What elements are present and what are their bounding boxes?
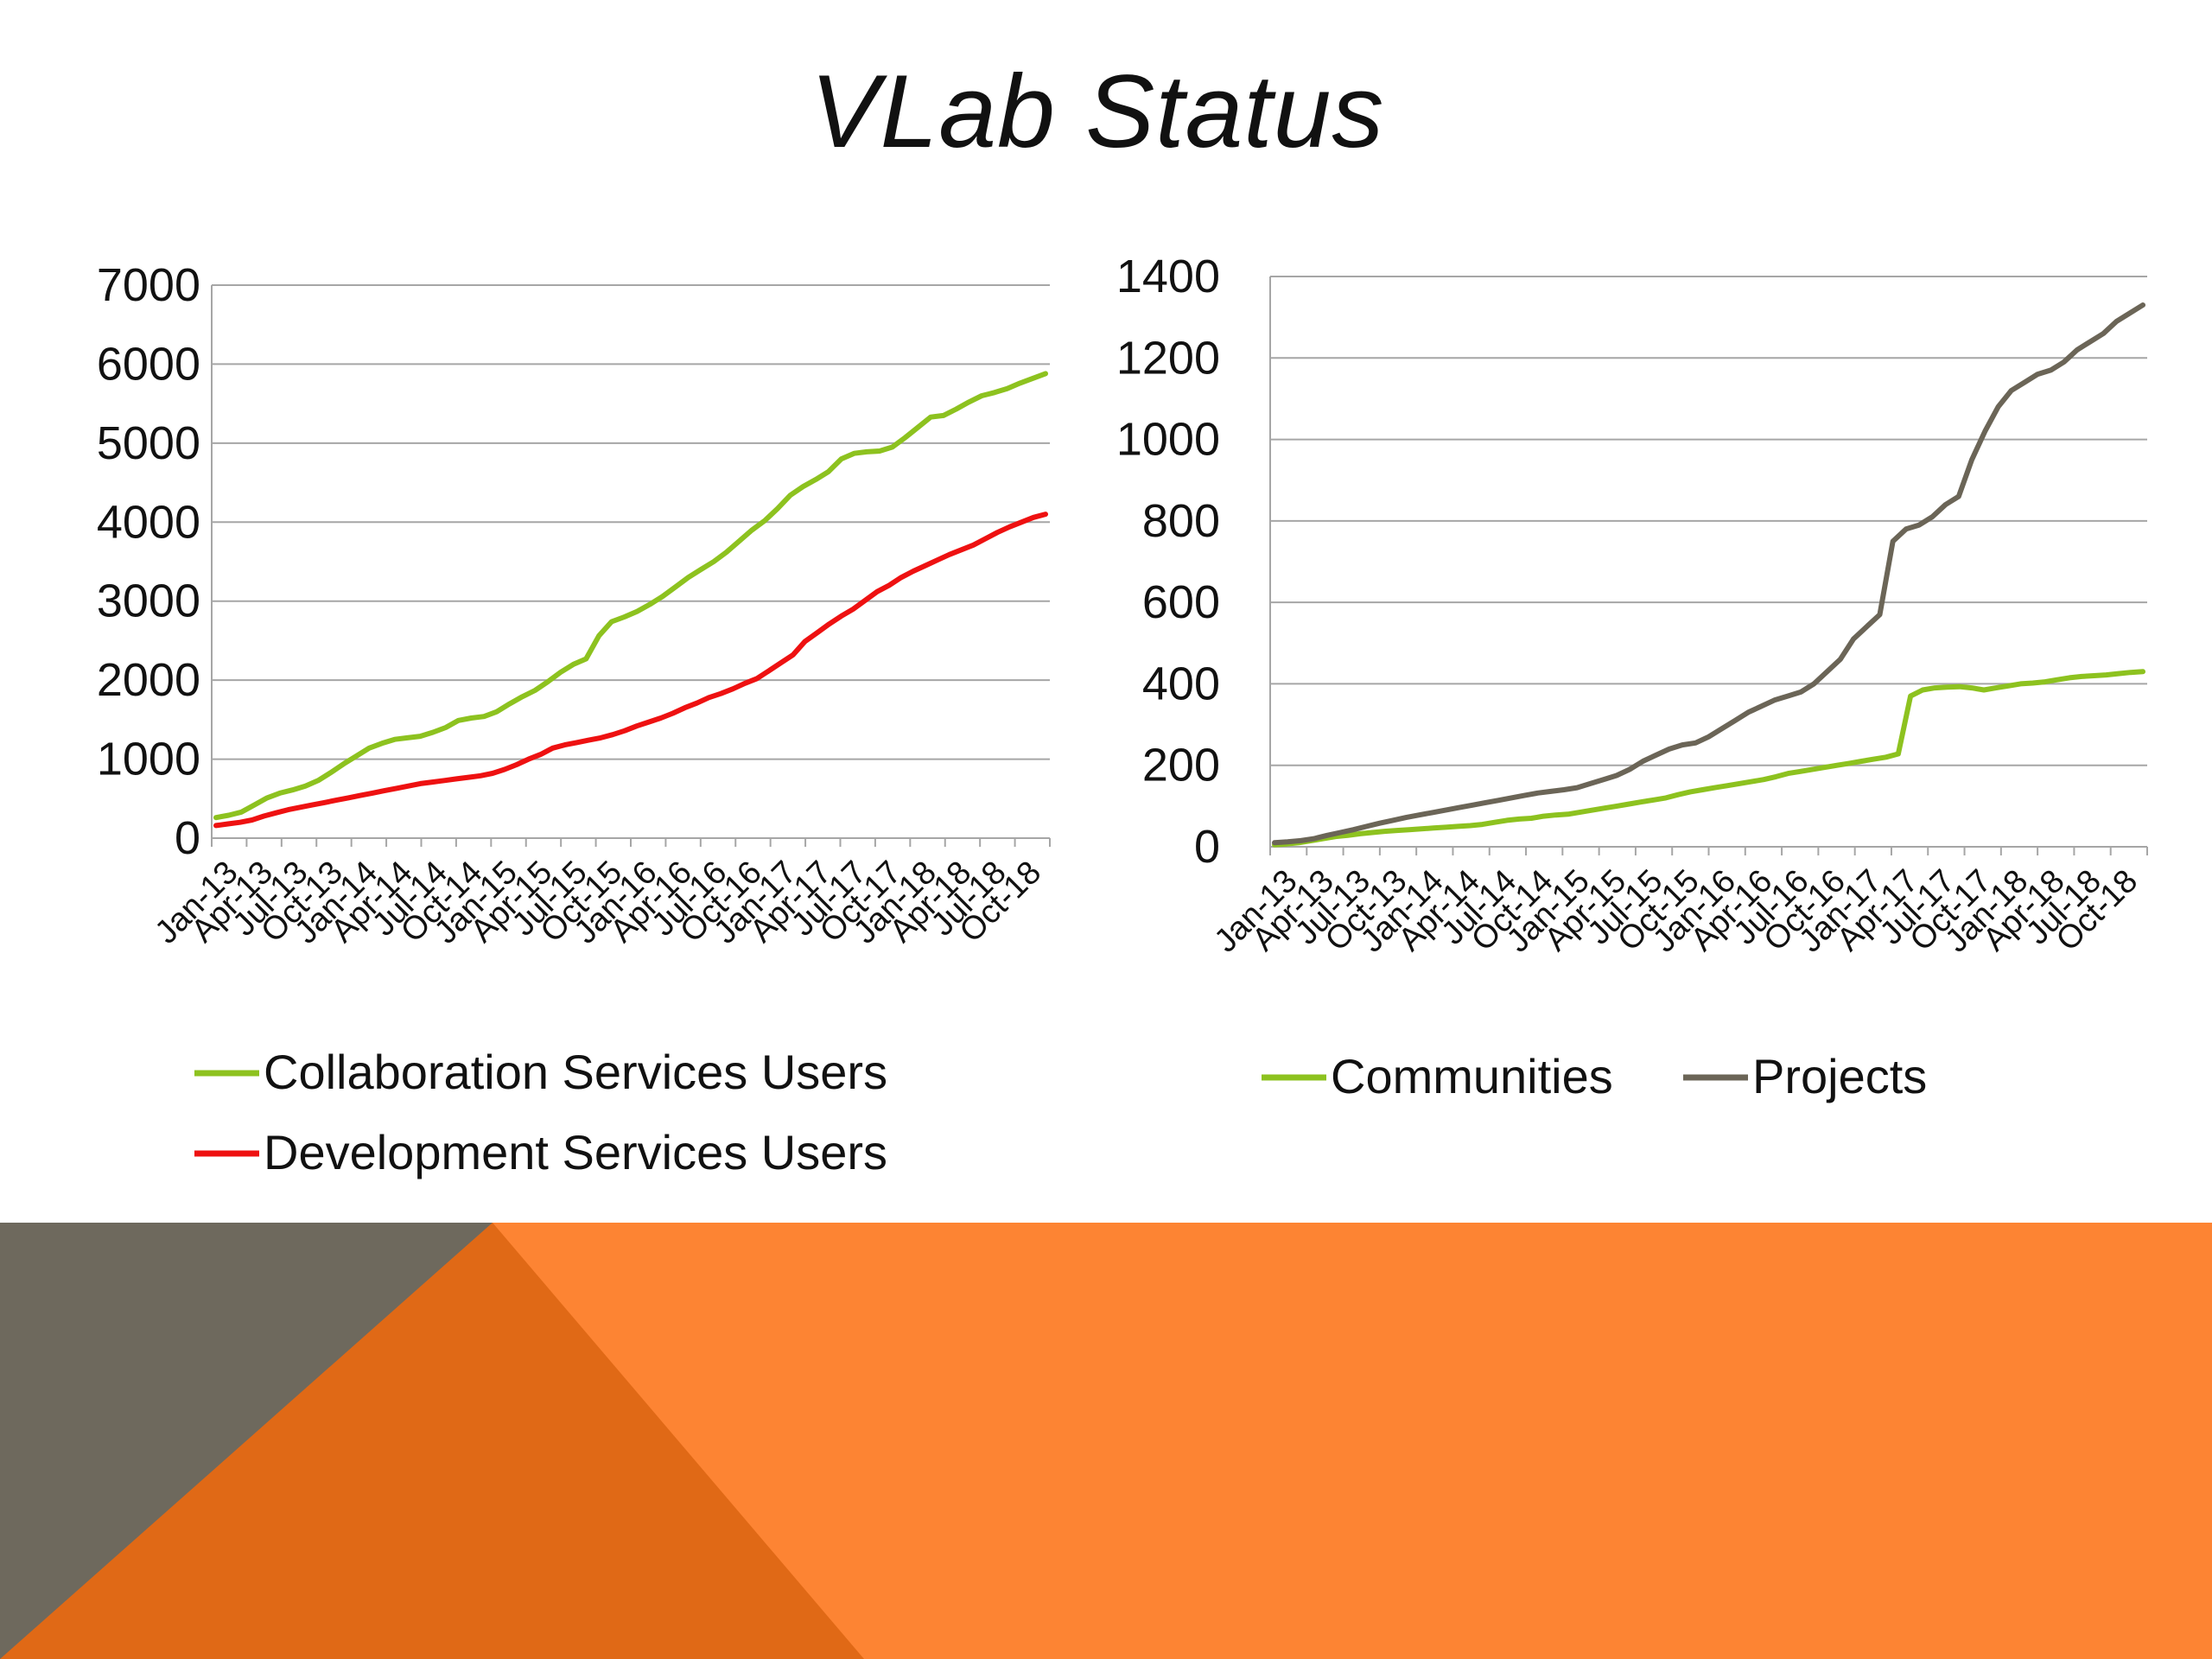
collab-legend-label: Collaboration Services Users [264,1045,887,1099]
collab-legend-label: Development Services Users [264,1125,887,1179]
projects-legend-label: Projects [1752,1049,1927,1103]
projects-y-tick-label: 800 [1142,495,1220,547]
projects-y-tick-label: 1400 [1116,251,1220,302]
footer-gray-shape [0,1223,493,1659]
projects-series-line-communities [1272,669,2145,848]
footer-band [0,1223,2212,1659]
collab-y-tick-label: 4000 [97,496,200,548]
projects-y-tick-label: 0 [1194,821,1220,873]
collab-y-tick-label: 5000 [97,417,200,469]
collab-y-tick-label: 3000 [97,575,200,627]
collab-y-tick-label: 7000 [97,259,200,311]
projects-y-tick-label: 600 [1142,576,1220,628]
projects-y-tick-label: 400 [1142,658,1220,709]
projects-y-tick-label: 1200 [1116,332,1220,384]
collab-y-tick-label: 2000 [97,654,200,706]
slide-title: VLab Status [810,54,1385,169]
collaboration-chart: 01000200030004000500060007000Jan-13Apr-1… [97,259,1051,1179]
collab-y-tick-label: 6000 [97,338,200,390]
collab-y-tick-label: 0 [175,812,200,864]
collab-y-tick-label: 1000 [97,734,200,785]
collab-series-line-collaboration-services-users [213,371,1048,821]
projects-legend-label: Communities [1331,1049,1613,1103]
projects-y-tick-label: 1000 [1116,414,1220,466]
projects-y-tick-label: 200 [1142,740,1220,791]
charts-canvas: 01000200030004000500060007000Jan-13Apr-1… [97,251,2148,1179]
collab-series-line-development-services-users [213,512,1048,829]
communities-projects-chart: 0200400600800100012001400Jan-13Apr-13Jul… [1116,251,2148,1103]
projects-series-line-projects [1272,302,2145,846]
